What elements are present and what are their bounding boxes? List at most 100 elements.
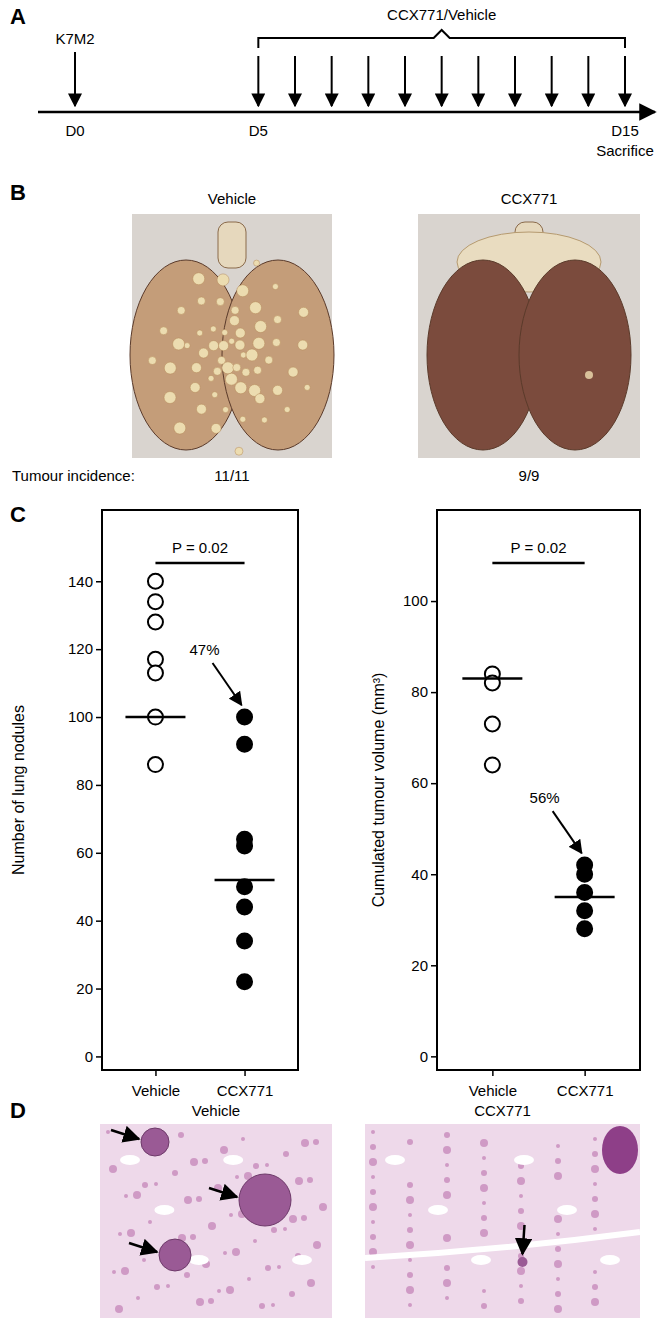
data-point (237, 900, 252, 915)
tick: 140 (68, 573, 102, 590)
y-axis-title: Cumulated tumour volume (mm³) (370, 673, 387, 908)
nodule (190, 382, 200, 392)
alveolus (271, 1303, 275, 1307)
tick: 100 (403, 592, 437, 609)
alveolus (555, 1246, 561, 1252)
alveolus (554, 1260, 562, 1268)
alveolus (481, 1170, 487, 1176)
tick-label: 100 (68, 708, 93, 725)
nodule (254, 260, 260, 266)
x-axis: VehicleCCX771 (438, 1070, 641, 1099)
nodule (250, 302, 262, 314)
nodule (235, 328, 245, 338)
alveolus (208, 1222, 216, 1230)
alveolus (554, 1215, 562, 1223)
image-title: Vehicle (208, 190, 256, 207)
alveolus (555, 1158, 561, 1164)
airway (292, 1255, 312, 1265)
tick-label: 140 (68, 573, 93, 590)
alveolus (482, 1201, 486, 1205)
tick: 40 (411, 866, 437, 883)
panel-letter: C (10, 502, 26, 527)
p-value: P = 0.02 (172, 539, 228, 556)
incidence: 11/11 (214, 467, 249, 484)
alveolus (593, 1270, 597, 1274)
y-axis: 020406080100120140 (68, 511, 103, 1071)
alveolus (445, 1163, 449, 1167)
tick-label: 60 (76, 844, 93, 861)
treatment-bracket (258, 30, 625, 48)
alveolus (519, 1284, 523, 1288)
lung-lobe (519, 260, 631, 450)
metastasis (159, 1239, 191, 1271)
data-point (237, 839, 252, 854)
treatment-arrow (404, 56, 406, 106)
alveolus (518, 1208, 524, 1214)
alveolus (241, 1137, 245, 1141)
alveolus (554, 1305, 562, 1313)
day-label: D0 (65, 122, 84, 139)
alveolus (253, 1239, 257, 1243)
treatment-arrow (367, 56, 369, 106)
tick: 100 (68, 708, 102, 725)
alveolus (444, 1132, 450, 1138)
nodule (177, 306, 185, 314)
alveolus (184, 1196, 192, 1204)
y-axis: 020406080100 (403, 511, 438, 1071)
image-title: CCX771 (474, 1102, 531, 1119)
tick-label: 100 (403, 592, 428, 609)
data-point (485, 716, 500, 731)
tick-label: 40 (76, 912, 93, 929)
alveolus (592, 1151, 598, 1157)
photo-background (418, 214, 640, 458)
data-point (148, 574, 163, 589)
tick: 60 (411, 774, 437, 791)
alveolus (313, 1139, 319, 1145)
data-point (148, 615, 163, 630)
tick: 80 (411, 683, 437, 700)
pointer-arrow (523, 1225, 525, 1254)
nodule (210, 326, 216, 332)
alveolus (443, 1279, 451, 1287)
alveolus (136, 1296, 140, 1300)
nodule (222, 362, 234, 374)
tick-label: 120 (68, 640, 93, 657)
alveolus (307, 1279, 315, 1287)
airway (223, 1155, 243, 1165)
pointer-arrow (111, 1130, 139, 1139)
nodule (255, 394, 265, 404)
nodule (229, 316, 239, 326)
airway (471, 1255, 491, 1265)
pointer-arrow (209, 1188, 237, 1197)
nodule (222, 330, 228, 336)
tick: 60 (76, 844, 102, 861)
nodule (274, 316, 282, 324)
nodule (284, 407, 290, 413)
treatment-arrow (441, 56, 443, 106)
airway (514, 1155, 534, 1165)
nodule (196, 404, 206, 414)
data-point (577, 903, 592, 918)
data-point (237, 710, 252, 725)
airway (600, 1255, 620, 1265)
alveolus (592, 1196, 598, 1202)
alveolus (217, 1289, 221, 1293)
plot-frame (437, 510, 640, 1070)
treatment-arrow (514, 56, 516, 106)
alveolus (277, 1265, 281, 1269)
nodule (237, 285, 249, 297)
tick: CCX771 (557, 1070, 614, 1099)
tick-label: 20 (76, 980, 93, 997)
y-axis-title: Number of lung nodules (10, 705, 27, 875)
alveolus (369, 1203, 377, 1211)
tick-label: CCX771 (217, 1082, 274, 1099)
alveolus (319, 1203, 327, 1211)
alveolus (142, 1258, 146, 1262)
nodule (254, 366, 262, 374)
nodule (164, 392, 176, 404)
data-point (148, 594, 163, 609)
incidence: 9/9 (519, 467, 540, 484)
alveolus (133, 1191, 141, 1199)
median-line (125, 716, 185, 719)
injection-arrow (74, 52, 76, 106)
